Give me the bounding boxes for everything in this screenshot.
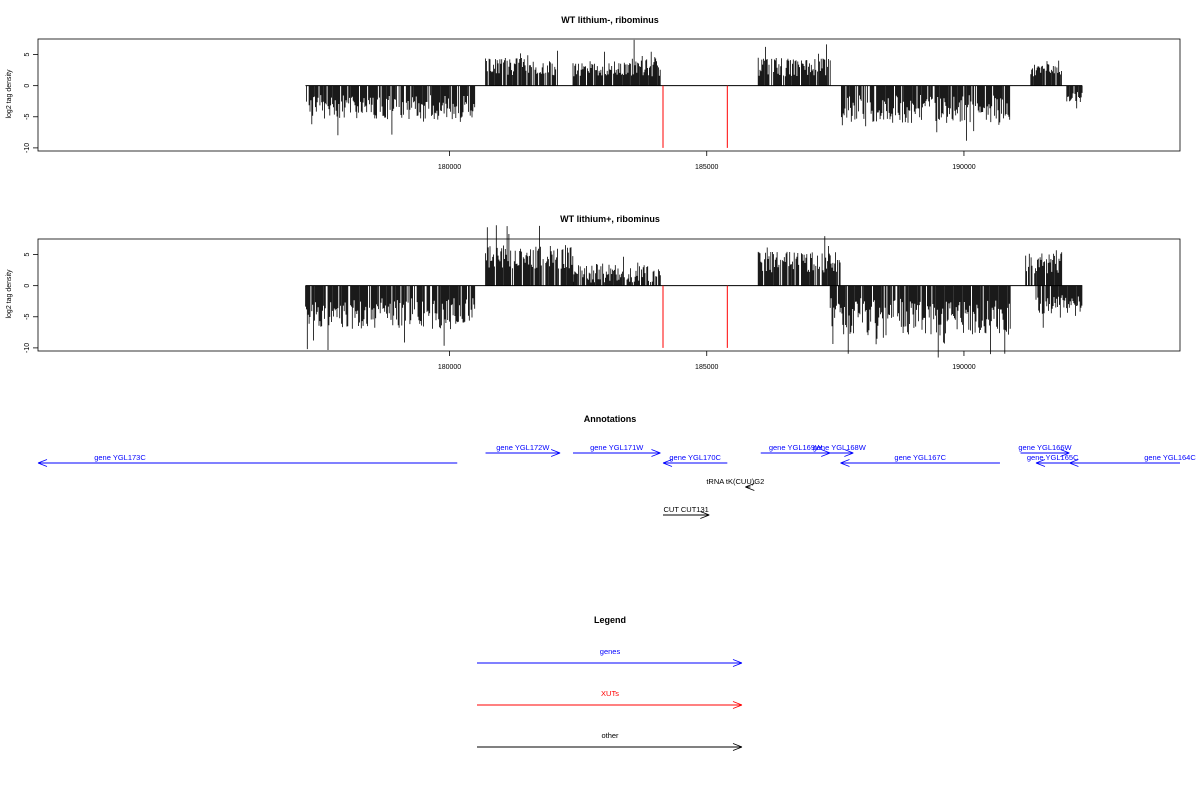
annotation-feature: gene YGL167C <box>840 453 1000 467</box>
legend-items: genes XUTs other <box>477 647 743 751</box>
feature-arrow <box>663 511 710 519</box>
feature-list: gene YGL173C gene YGL172W gene YGL171W gene… <box>37 443 1196 519</box>
legend-title: Legend <box>594 615 626 625</box>
y-tick-label: 0 <box>24 284 31 288</box>
legend-arrow <box>477 701 743 709</box>
annotation-feature: gene YGL165C <box>1027 453 1079 467</box>
density-segment <box>1066 85 1083 109</box>
density-segment <box>485 50 558 86</box>
feature-arrow <box>760 449 831 457</box>
y-axis-label: log2 tag density <box>6 269 13 319</box>
density-segment <box>485 225 574 286</box>
y-tick-label: -5 <box>24 114 31 120</box>
density-segment <box>306 85 476 136</box>
legend-item: XUTs <box>477 689 743 709</box>
feature-label: gene YGL172W <box>496 443 550 452</box>
density-segment <box>757 236 841 286</box>
legend: Legend genes XUTs other <box>477 615 743 751</box>
y-tick-label: -5 <box>24 314 31 320</box>
annotation-feature: gene YGL164C <box>1069 453 1196 467</box>
annotation-feature: gene YGL168W <box>813 443 867 457</box>
density-segment <box>572 51 630 86</box>
y-axis: -10 -5 0 5 <box>24 253 38 353</box>
track-panel-lithium-minus: WT lithium-, ribominus log2 tag density … <box>6 15 1181 171</box>
legend-label: XUTs <box>601 689 619 698</box>
feature-arrow <box>745 483 755 491</box>
density-segment <box>1035 285 1083 328</box>
xut-marks <box>662 85 728 148</box>
x-tick-label: 185000 <box>695 164 718 171</box>
track-title: WT lithium-, ribominus <box>561 15 659 25</box>
feature-arrow <box>1069 459 1180 467</box>
xut-marks <box>662 285 728 348</box>
feature-label: gene YGL171W <box>590 443 644 452</box>
x-axis: 180000 185000 190000 <box>438 151 976 171</box>
feature-arrow <box>572 449 661 457</box>
x-axis: 180000 185000 190000 <box>438 351 976 371</box>
annotation-feature: gene YGL169W <box>760 443 831 457</box>
y-tick-label: 0 <box>24 84 31 88</box>
annotation-feature: CUT CUT131 <box>663 505 710 519</box>
legend-label: other <box>601 731 619 740</box>
density-segment <box>841 85 1011 141</box>
feature-label: gene YGL166W <box>1018 443 1072 452</box>
feature-arrow <box>840 459 1000 467</box>
density-bars <box>305 225 1083 358</box>
annotation-feature: tRNA tK(CUU)G2 <box>706 477 764 491</box>
feature-label: tRNA tK(CUU)G2 <box>706 477 764 486</box>
x-tick-label: 190000 <box>952 364 975 371</box>
annotation-feature: gene YGL171W <box>572 443 661 457</box>
annotation-feature: gene YGL170C <box>662 453 728 467</box>
feature-label: gene YGL167C <box>894 453 946 462</box>
y-tick-label: 5 <box>24 53 31 57</box>
density-segment <box>757 44 831 86</box>
feature-label: gene YGL169W <box>769 443 823 452</box>
feature-arrow <box>825 449 854 457</box>
plot-frame <box>37 238 1181 352</box>
feature-label: gene YGL173C <box>94 453 146 462</box>
feature-arrow <box>1020 449 1070 457</box>
feature-arrow <box>37 459 458 467</box>
x-tick-label: 180000 <box>438 164 461 171</box>
feature-arrow <box>662 459 728 467</box>
x-tick-label: 190000 <box>952 164 975 171</box>
feature-label: gene YGL164C <box>1144 453 1196 462</box>
feature-label: gene YGL170C <box>669 453 721 462</box>
plot-frame <box>37 38 1181 152</box>
density-segment <box>629 39 661 86</box>
y-tick-label: -10 <box>24 343 31 353</box>
annotations-title: Annotations <box>584 414 637 424</box>
legend-item: genes <box>477 647 743 667</box>
y-axis-label: log2 tag density <box>6 69 13 119</box>
annotation-feature: gene YGL172W <box>485 443 561 457</box>
x-tick-label: 185000 <box>695 364 718 371</box>
density-segment <box>829 285 1011 358</box>
legend-item: other <box>477 731 743 751</box>
annotation-feature: gene YGL166W <box>1018 443 1073 457</box>
annotation-feature: gene YGL173C <box>37 453 458 467</box>
density-segment <box>1030 60 1062 86</box>
legend-arrow <box>477 743 743 751</box>
track-panel-lithium-plus: WT lithium+, ribominus log2 tag density … <box>6 214 1181 371</box>
density-bars <box>306 39 1083 141</box>
feature-arrow <box>485 449 561 457</box>
feature-label: CUT CUT131 <box>664 505 709 514</box>
density-segment <box>305 285 476 350</box>
density-segment <box>572 256 661 286</box>
legend-arrow <box>477 659 743 667</box>
y-tick-label: 5 <box>24 253 31 257</box>
feature-arrow <box>1035 459 1070 467</box>
x-tick-label: 180000 <box>438 364 461 371</box>
y-tick-label: -10 <box>24 143 31 153</box>
feature-label: gene YGL168W <box>813 443 867 452</box>
y-axis: -10 -5 0 5 <box>24 53 38 153</box>
legend-label: genes <box>600 647 621 656</box>
feature-label: gene YGL165C <box>1027 453 1079 462</box>
track-title: WT lithium+, ribominus <box>560 214 660 224</box>
density-segment <box>1025 250 1063 286</box>
